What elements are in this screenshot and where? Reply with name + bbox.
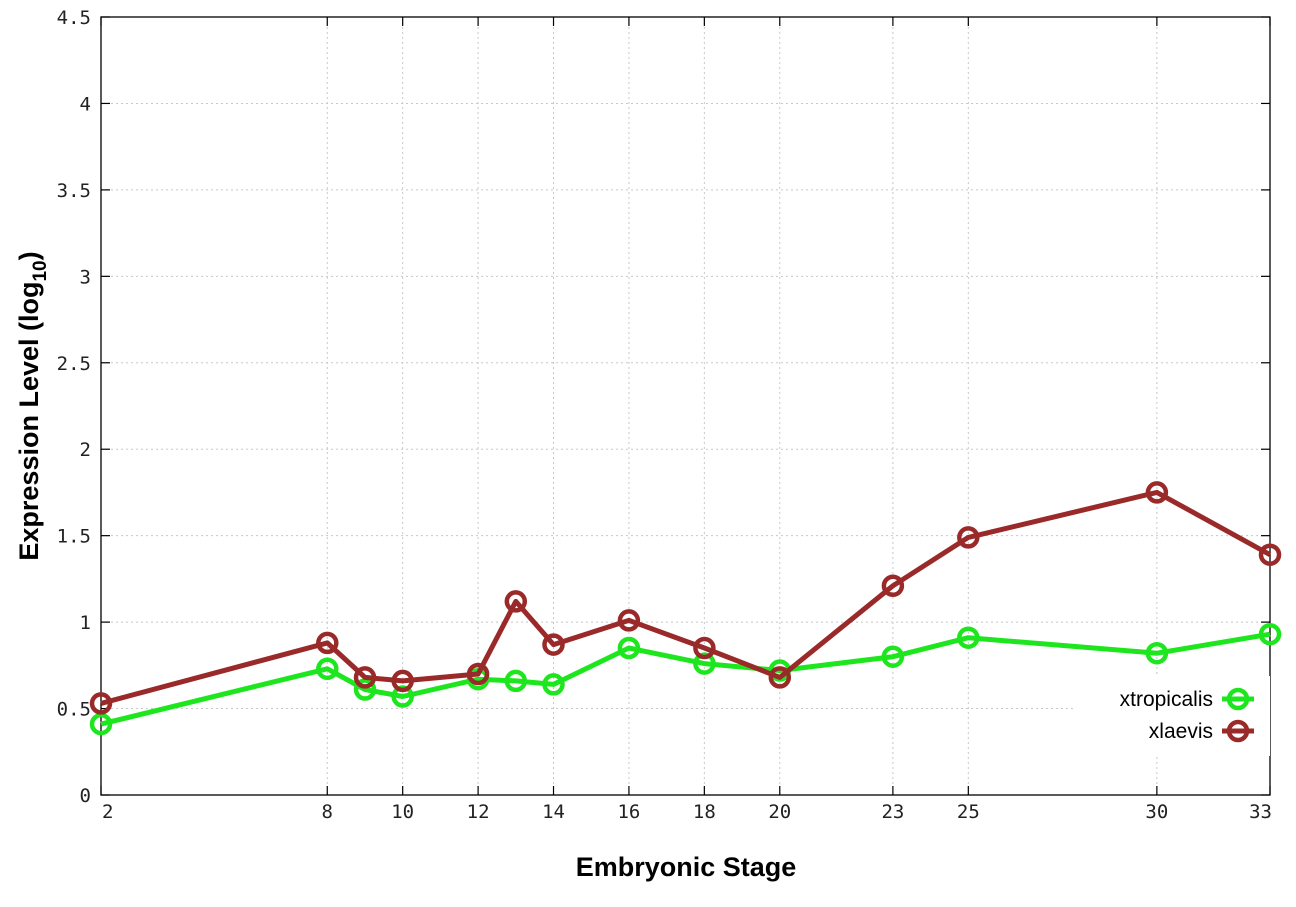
legend: xtropicalis xlaevis bbox=[1074, 676, 1270, 756]
y-tick-label: 4 bbox=[80, 93, 91, 115]
data-point-xlaevis bbox=[768, 666, 792, 689]
x-tick-label: 8 bbox=[322, 801, 333, 823]
y-axis-title-subscript: 10 bbox=[30, 260, 51, 281]
series-layer bbox=[89, 481, 1282, 736]
data-point-xlaevis bbox=[542, 633, 565, 656]
series-line-xlaevis bbox=[100, 489, 1272, 706]
y-tick-label: 4.5 bbox=[57, 7, 91, 29]
data-point-xlaevis bbox=[466, 662, 490, 686]
legend-swatch-xlaevis bbox=[1222, 719, 1254, 743]
x-tick-label: 20 bbox=[768, 801, 791, 823]
data-point-xtropicalis bbox=[881, 645, 905, 668]
series-xtropicalis bbox=[89, 622, 1282, 736]
data-point-xlaevis bbox=[504, 590, 528, 613]
y-tick-label: 0.5 bbox=[57, 699, 91, 721]
y-tick-label: 1.5 bbox=[57, 526, 91, 548]
data-point-xlaevis bbox=[1258, 543, 1282, 566]
data-point-xtropicalis bbox=[957, 626, 980, 649]
legend-label-xlaevis: xlaevis bbox=[1149, 720, 1213, 743]
x-tick-label: 18 bbox=[693, 801, 716, 823]
y-axis-title-close: ) bbox=[14, 251, 44, 260]
data-point-xtropicalis bbox=[316, 657, 339, 681]
x-tick-label: 25 bbox=[957, 801, 980, 823]
data-point-xtropicalis bbox=[353, 678, 377, 701]
data-point-xtropicalis bbox=[1258, 622, 1282, 646]
y-tick-label: 2 bbox=[80, 439, 91, 461]
data-point-xlaevis bbox=[316, 631, 339, 655]
y-tick-label: 1 bbox=[80, 612, 91, 634]
x-tick-label: 23 bbox=[881, 801, 904, 823]
x-tick-label: 30 bbox=[1145, 801, 1168, 823]
x-tick-label: 33 bbox=[1249, 801, 1272, 823]
y-tick-labels: 0 0.5 1 1.5 2 2.5 3 3.5 4 4.5 bbox=[57, 7, 91, 807]
y-axis-title-main: Expression Level (log bbox=[14, 282, 44, 561]
data-point-xtropicalis bbox=[1145, 641, 1169, 665]
x-tick-label: 14 bbox=[542, 801, 565, 823]
y-tick-label: 3 bbox=[80, 266, 91, 288]
legend-label-xtropicalis: xtropicalis bbox=[1120, 688, 1213, 711]
series-xlaevis bbox=[89, 481, 1282, 715]
y-tick-label: 3.5 bbox=[57, 180, 91, 202]
data-point-xtropicalis bbox=[617, 636, 641, 660]
data-point-xlaevis bbox=[1145, 481, 1169, 504]
x-tick-label: 16 bbox=[617, 801, 640, 823]
data-point-xlaevis bbox=[957, 526, 980, 549]
series-line-xtropicalis bbox=[100, 631, 1271, 727]
y-tick-label: 0 bbox=[80, 785, 91, 807]
data-point-xlaevis bbox=[391, 669, 414, 693]
data-point-xlaevis bbox=[881, 574, 905, 598]
plot-frame bbox=[100, 16, 1271, 796]
data-point-xtropicalis bbox=[391, 685, 414, 708]
data-point-xlaevis bbox=[89, 692, 113, 715]
x-tick-label: 10 bbox=[391, 801, 414, 823]
data-point-xtropicalis bbox=[89, 712, 113, 736]
x-axis-title: Embryonic Stage bbox=[576, 852, 797, 882]
data-point-xlaevis bbox=[617, 609, 641, 632]
data-point-xtropicalis bbox=[504, 669, 528, 693]
x-tick-label: 2 bbox=[102, 801, 113, 823]
data-point-xtropicalis bbox=[693, 652, 716, 675]
y-axis-title: Expression Level (log10) bbox=[14, 251, 51, 560]
data-point-xlaevis bbox=[693, 636, 716, 660]
data-point-xtropicalis bbox=[542, 673, 565, 696]
legend-swatch-xtropicalis bbox=[1222, 687, 1254, 711]
x-tick-label: 12 bbox=[467, 801, 490, 823]
y-tick-label: 2.5 bbox=[57, 353, 91, 375]
x-tick-labels: 2 8 10 12 14 16 18 20 23 25 30 33 bbox=[102, 801, 1272, 823]
data-point-xlaevis bbox=[353, 666, 377, 689]
